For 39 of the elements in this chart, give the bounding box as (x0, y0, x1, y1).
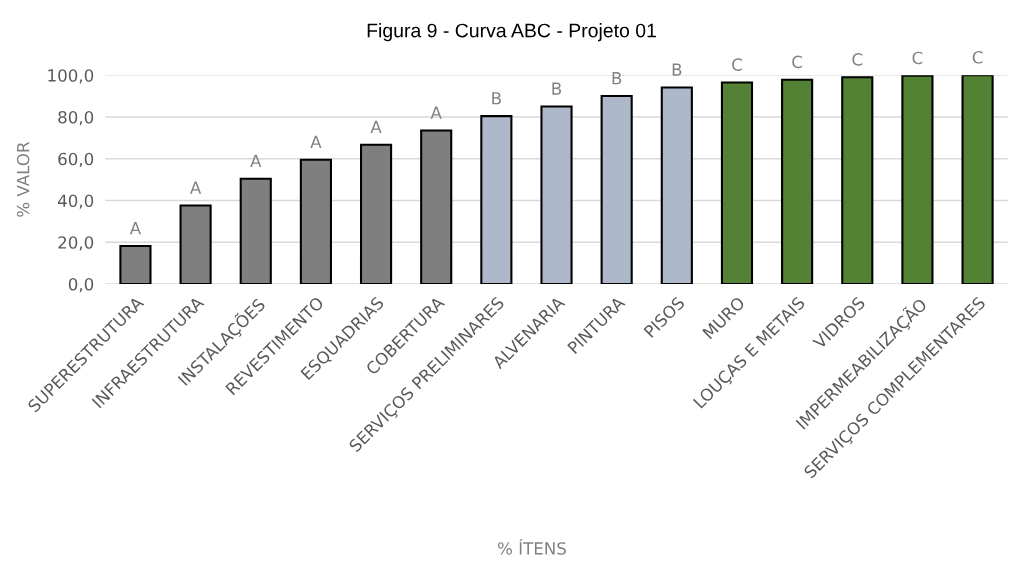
bar (660, 86, 693, 285)
y-tick-label: 80,0 (58, 110, 94, 126)
bar (961, 75, 994, 285)
data-label: B (612, 72, 622, 85)
y-tick-label: 20,0 (58, 236, 94, 251)
bar (179, 204, 212, 285)
bar (540, 105, 573, 285)
bar (359, 143, 393, 285)
bar (720, 81, 754, 285)
bar (901, 75, 934, 285)
data-label: C (912, 51, 923, 65)
data-label: A (370, 120, 382, 133)
bar (299, 158, 332, 285)
data-label: A (190, 181, 202, 194)
bar (600, 95, 633, 285)
y-tick-label: 0,0 (68, 277, 94, 293)
bar (239, 177, 272, 285)
data-label: C (972, 51, 983, 64)
data-label: C (792, 55, 803, 69)
bar (841, 76, 874, 285)
bar (480, 115, 513, 285)
y-axis-title: % VALOR (16, 141, 30, 217)
x-axis-title: % ÍTENS (497, 539, 566, 555)
bar (420, 129, 453, 285)
data-label: A (250, 154, 262, 167)
data-label: A (129, 222, 142, 235)
data-label: C (852, 53, 863, 66)
bar (781, 78, 814, 285)
bar (119, 244, 152, 285)
data-label: C (732, 58, 742, 71)
data-label: B (552, 82, 562, 95)
data-label: A (430, 106, 442, 119)
y-tick-label: 40,0 (57, 194, 94, 209)
y-tick-label: 60,0 (58, 152, 94, 167)
data-label: B (672, 63, 682, 76)
data-label: A (310, 135, 322, 148)
data-label: B (492, 92, 501, 105)
y-tick-label: 100,0 (48, 69, 94, 84)
chart-title: Figura 9 - Curva ABC - Projeto 01 (367, 23, 656, 42)
